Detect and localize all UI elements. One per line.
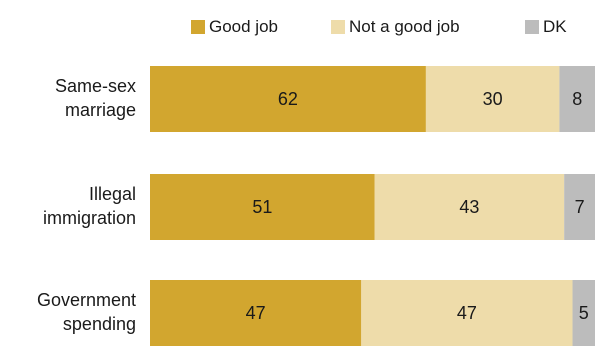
data-label: 62 xyxy=(278,89,298,109)
data-label: 47 xyxy=(246,303,266,323)
category-label-line: Government xyxy=(37,290,136,310)
bar-segment xyxy=(150,66,426,132)
data-label: 5 xyxy=(579,303,589,323)
category-label-line: Illegal xyxy=(89,184,136,204)
bar-segment xyxy=(559,66,595,132)
category-label-line: Same-sex xyxy=(55,76,136,96)
legend-swatch xyxy=(191,20,205,34)
legend-swatch xyxy=(525,20,539,34)
bar-segment xyxy=(150,280,362,346)
category-label-line: spending xyxy=(63,314,136,334)
data-label: 43 xyxy=(459,197,479,217)
bar-segment xyxy=(564,174,595,240)
data-label: 51 xyxy=(252,197,272,217)
bar-segment xyxy=(361,280,573,346)
data-label: 7 xyxy=(575,197,585,217)
bar-segment xyxy=(374,174,565,240)
category-label-line: marriage xyxy=(65,100,136,120)
category-label: Same-sex marriage xyxy=(55,76,136,120)
data-label: 30 xyxy=(483,89,503,109)
legend-label: Good job xyxy=(209,17,278,36)
category-label-line: immigration xyxy=(43,208,136,228)
legend-label: Not a good job xyxy=(349,17,460,36)
bar-segment xyxy=(572,280,595,346)
data-label: 8 xyxy=(572,89,582,109)
category-label: Illegal immigration xyxy=(43,184,136,228)
category-label: Government spending xyxy=(37,290,136,334)
data-label: 47 xyxy=(457,303,477,323)
bar-segment xyxy=(150,174,375,240)
legend-swatch xyxy=(331,20,345,34)
bar-segment xyxy=(425,66,560,132)
legend-label: DK xyxy=(543,17,567,36)
